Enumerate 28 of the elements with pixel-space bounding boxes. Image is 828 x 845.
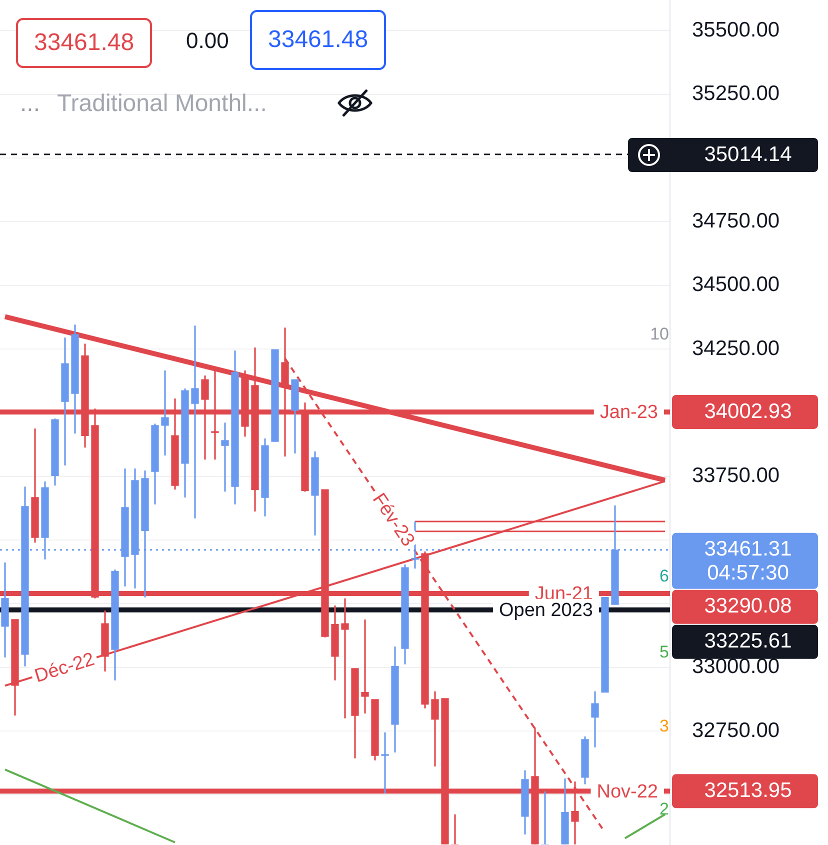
text: 04:57:30 [707,562,789,586]
annotation: 3 [660,716,669,736]
text: 33290.08 [704,595,792,618]
y-tick-label: 33000.00 [692,656,780,679]
y-tick-label: 34500.00 [692,274,780,297]
y-tick-label: 33750.00 [692,464,780,488]
annotation: ... [20,90,40,117]
crosshair-label: 35014.14 [628,138,818,172]
text: 33461.31 [704,538,792,562]
y-tick-label: 32750.00 [692,719,780,742]
annotation: 0.00 [186,28,229,53]
annotation: 5 [660,642,669,662]
annotation: Traditional Monthl... [57,90,267,117]
y-tick-label: 35250.00 [692,82,780,106]
y-tick-label: 34750.00 [692,210,780,233]
y-tick-label: 35500.00 [692,18,780,42]
text: 32513.95 [704,779,792,802]
annotation: 33461.48 [16,18,152,68]
text: 34002.93 [704,400,792,424]
y-tick-label: 34250.00 [692,337,780,360]
ref-line-label: Jan-23 [600,402,658,424]
annotation: 33461.48 [250,10,386,70]
text: Déc-22 [32,649,97,688]
ref-line-label: Nov-22 [596,782,658,803]
text: 33225.61 [704,630,792,654]
annotation: 10 [650,324,669,344]
annotation: 6 [660,566,669,586]
annotation: 2 [660,800,669,819]
